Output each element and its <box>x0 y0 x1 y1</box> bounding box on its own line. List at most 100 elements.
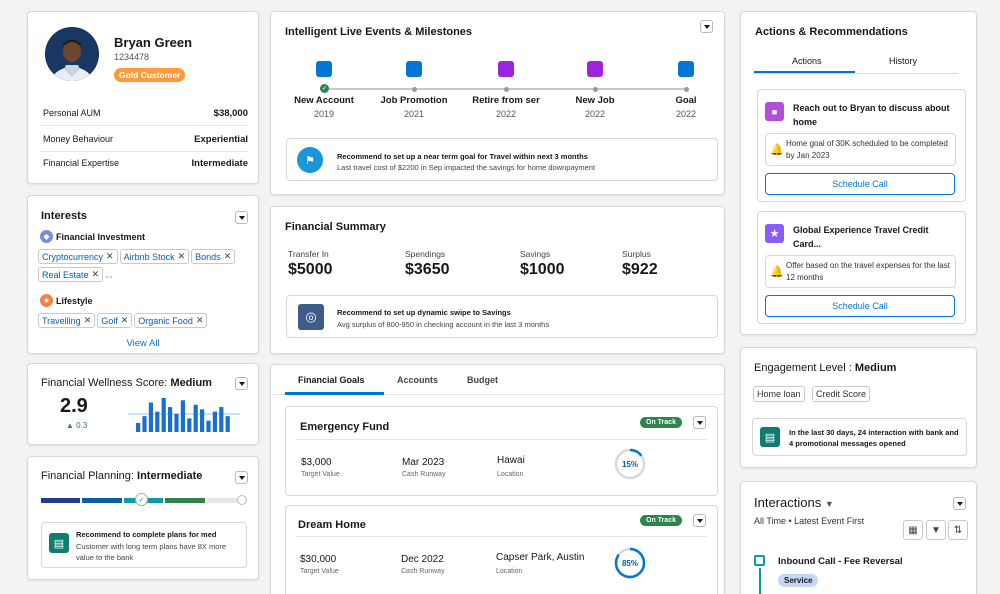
interests-menu-button[interactable] <box>235 211 248 224</box>
stat-label: Transfer In <box>288 249 329 259</box>
planning-rec-title: Recommend to complete plans for med <box>76 530 217 539</box>
interactions-label: Interactions <box>754 495 822 510</box>
tag-travelling[interactable]: Travelling ✕ <box>38 313 96 328</box>
milestone-node[interactable] <box>678 61 694 77</box>
tag-airbnb-stock[interactable]: Airbnb Stock ✕ <box>119 249 190 264</box>
events-recommendation: ⚑ Recommend to set up a near term goal f… <box>286 138 718 181</box>
goals-card: Financial Goals Accounts Budget Emergenc… <box>270 364 725 594</box>
close-icon[interactable]: ✕ <box>83 315 92 325</box>
milestone-node[interactable] <box>587 61 603 77</box>
close-icon[interactable]: ✕ <box>195 315 204 325</box>
interactions-title[interactable]: Interactions ▼ <box>754 495 834 510</box>
sort-button[interactable]: ⇅ <box>948 520 968 540</box>
milestone-label: Goal <box>675 95 697 106</box>
planning-level: Intermediate <box>137 470 203 482</box>
tab-history[interactable]: History <box>889 56 918 66</box>
engagement-info-text: In the last 30 days, 24 interaction with… <box>789 428 959 448</box>
tag-credit-score[interactable]: Credit Score <box>812 386 871 402</box>
planning-menu-button[interactable] <box>235 471 248 484</box>
filter-button[interactable]: ▼ <box>926 520 946 540</box>
wellness-bar <box>180 400 185 432</box>
planning-label: Financial Planning: <box>41 470 138 482</box>
interaction-title[interactable]: Inbound Call - Fee Reversal <box>778 556 903 567</box>
more-tags[interactable]: ... <box>105 269 113 280</box>
milestone-year: 2022 <box>495 109 517 119</box>
schedule-call-button[interactable]: Schedule Call <box>765 295 955 317</box>
goal-card-emergency-fund[interactable]: Emergency Fund On Track $3,000 Target Va… <box>285 406 718 496</box>
schedule-call-button[interactable]: Schedule Call <box>765 173 955 195</box>
tag-label: Cryptocurrency <box>42 251 104 262</box>
divider <box>296 439 707 440</box>
action-detail: 🔔 Offer based on the travel expenses for… <box>765 255 956 288</box>
timeline-connector <box>759 568 761 594</box>
events-menu-button[interactable] <box>700 20 713 33</box>
tab-financial-goals[interactable]: Financial Goals <box>298 375 365 385</box>
engagement-info: ▤ In the last 30 days, 24 interaction wi… <box>752 418 967 456</box>
milestone-node[interactable] <box>316 61 332 77</box>
wellness-bar <box>187 418 192 432</box>
tab-accounts[interactable]: Accounts <box>397 375 439 385</box>
close-icon[interactable]: ✕ <box>223 251 232 261</box>
planning-rec-body: Customer with long term plans have 8X mo… <box>76 542 227 562</box>
close-icon[interactable]: ✕ <box>120 315 129 325</box>
tag-list-lifestyle: Travelling ✕ Golf ✕ Organic Food ✕ <box>38 313 253 331</box>
call-icon <box>754 555 765 566</box>
progress-segment <box>206 498 247 503</box>
clipboard-icon: ▤ <box>49 533 69 553</box>
interactions-menu-button[interactable] <box>953 497 966 510</box>
summary-recommendation: ◎ Recommend to set up dynamic swipe to S… <box>286 295 718 338</box>
status-badge: On Track <box>640 515 682 526</box>
events-rec-body: Last travel cost of $2200 in Sep impacte… <box>337 163 596 172</box>
tab-budget[interactable]: Budget <box>467 375 498 385</box>
wellness-level: Medium <box>170 377 212 389</box>
wellness-menu-button[interactable] <box>235 377 248 390</box>
milestone-node[interactable] <box>406 61 422 77</box>
tag-organic-food[interactable]: Organic Food ✕ <box>134 313 208 328</box>
profile-card: Bryan Green 1234478 Gold Customer Person… <box>27 11 259 184</box>
action-title: Global Experience Travel Credit Card... <box>793 225 929 249</box>
tab-divider <box>754 73 958 74</box>
stat-surplus: Surplus $922 <box>622 249 658 279</box>
milestone-node[interactable] <box>498 61 514 77</box>
close-icon[interactable]: ✕ <box>91 269 100 279</box>
bell-icon: 🔔 <box>770 266 784 278</box>
wellness-bar <box>174 413 179 432</box>
check-icon: ✓ <box>320 84 329 93</box>
goal-menu-button[interactable] <box>693 416 706 429</box>
goal-runway: Dec 2022 <box>401 554 444 565</box>
clipboard-icon: ▤ <box>760 427 780 447</box>
wellness-bar <box>225 416 230 432</box>
close-icon[interactable]: ✕ <box>177 251 186 261</box>
group-financial-investment: Financial Investment <box>56 232 146 242</box>
flag-icon: ⚑ <box>297 147 323 173</box>
wellness-bar <box>219 407 224 432</box>
tag-bonds[interactable]: Bonds ✕ <box>191 249 236 264</box>
action-title: Reach out to Bryan to discuss about home <box>793 103 950 127</box>
tag-label: Bonds <box>195 251 221 262</box>
wellness-card: Financial Wellness Score: Medium 2.9 ▲ 0… <box>27 363 259 445</box>
tag-home-loan[interactable]: Home loan <box>753 386 805 402</box>
goal-menu-button[interactable] <box>693 514 706 527</box>
progress-segment <box>41 498 81 503</box>
wellness-bar <box>136 422 141 432</box>
timeline-dot <box>593 87 598 92</box>
tag-golf[interactable]: Golf ✕ <box>97 313 133 328</box>
close-icon[interactable]: ✕ <box>106 251 114 261</box>
aum-value: $38,000 <box>213 108 248 119</box>
action-detail-text: Offer based on the travel expenses for t… <box>786 261 950 282</box>
ring-label: 15% <box>622 460 638 469</box>
stat-label: Surplus <box>622 249 651 259</box>
calendar-button[interactable]: ▦ <box>903 520 923 540</box>
lifestyle-icon: ★ <box>40 294 53 307</box>
goal-card-dream-home[interactable]: Dream Home On Track $30,000 Target Value… <box>285 505 718 594</box>
milestone-year: 2021 <box>403 109 425 119</box>
interactions-card: Interactions ▼ All Time • Latest Event F… <box>740 481 977 594</box>
progress-marker[interactable]: ✓ <box>135 493 148 506</box>
goal-name: Dream Home <box>298 519 366 531</box>
tab-actions[interactable]: Actions <box>792 56 822 66</box>
profile-name: Bryan Green <box>114 35 193 50</box>
tag-cryptocurrency[interactable]: Cryptocurrency ✕ <box>38 249 118 264</box>
expertise-value: Intermediate <box>191 158 249 169</box>
tag-real-estate[interactable]: Real Estate ✕ <box>38 267 104 282</box>
view-all-link[interactable]: View All <box>126 338 160 349</box>
